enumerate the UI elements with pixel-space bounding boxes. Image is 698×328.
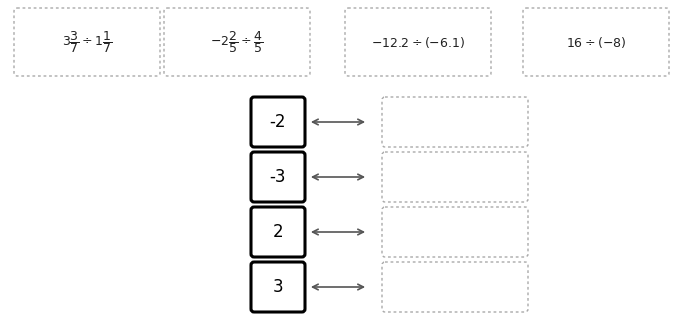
FancyBboxPatch shape (14, 8, 160, 76)
Text: $-12.2 \div (-6.1)$: $-12.2 \div (-6.1)$ (371, 34, 465, 50)
Text: -3: -3 (269, 168, 286, 186)
FancyBboxPatch shape (345, 8, 491, 76)
FancyBboxPatch shape (164, 8, 310, 76)
Text: 2: 2 (273, 223, 283, 241)
FancyBboxPatch shape (251, 207, 305, 257)
FancyBboxPatch shape (251, 262, 305, 312)
Text: $16 \div (-8)$: $16 \div (-8)$ (566, 34, 626, 50)
FancyBboxPatch shape (382, 207, 528, 257)
Text: $-2\dfrac{2}{5} \div \dfrac{4}{5}$: $-2\dfrac{2}{5} \div \dfrac{4}{5}$ (210, 29, 264, 55)
Text: $3\dfrac{3}{7} \div 1\dfrac{1}{7}$: $3\dfrac{3}{7} \div 1\dfrac{1}{7}$ (61, 29, 112, 55)
FancyBboxPatch shape (251, 97, 305, 147)
Text: -2: -2 (269, 113, 286, 131)
FancyBboxPatch shape (523, 8, 669, 76)
FancyBboxPatch shape (382, 97, 528, 147)
Text: 3: 3 (273, 278, 283, 296)
FancyBboxPatch shape (251, 152, 305, 202)
FancyBboxPatch shape (382, 152, 528, 202)
FancyBboxPatch shape (382, 262, 528, 312)
